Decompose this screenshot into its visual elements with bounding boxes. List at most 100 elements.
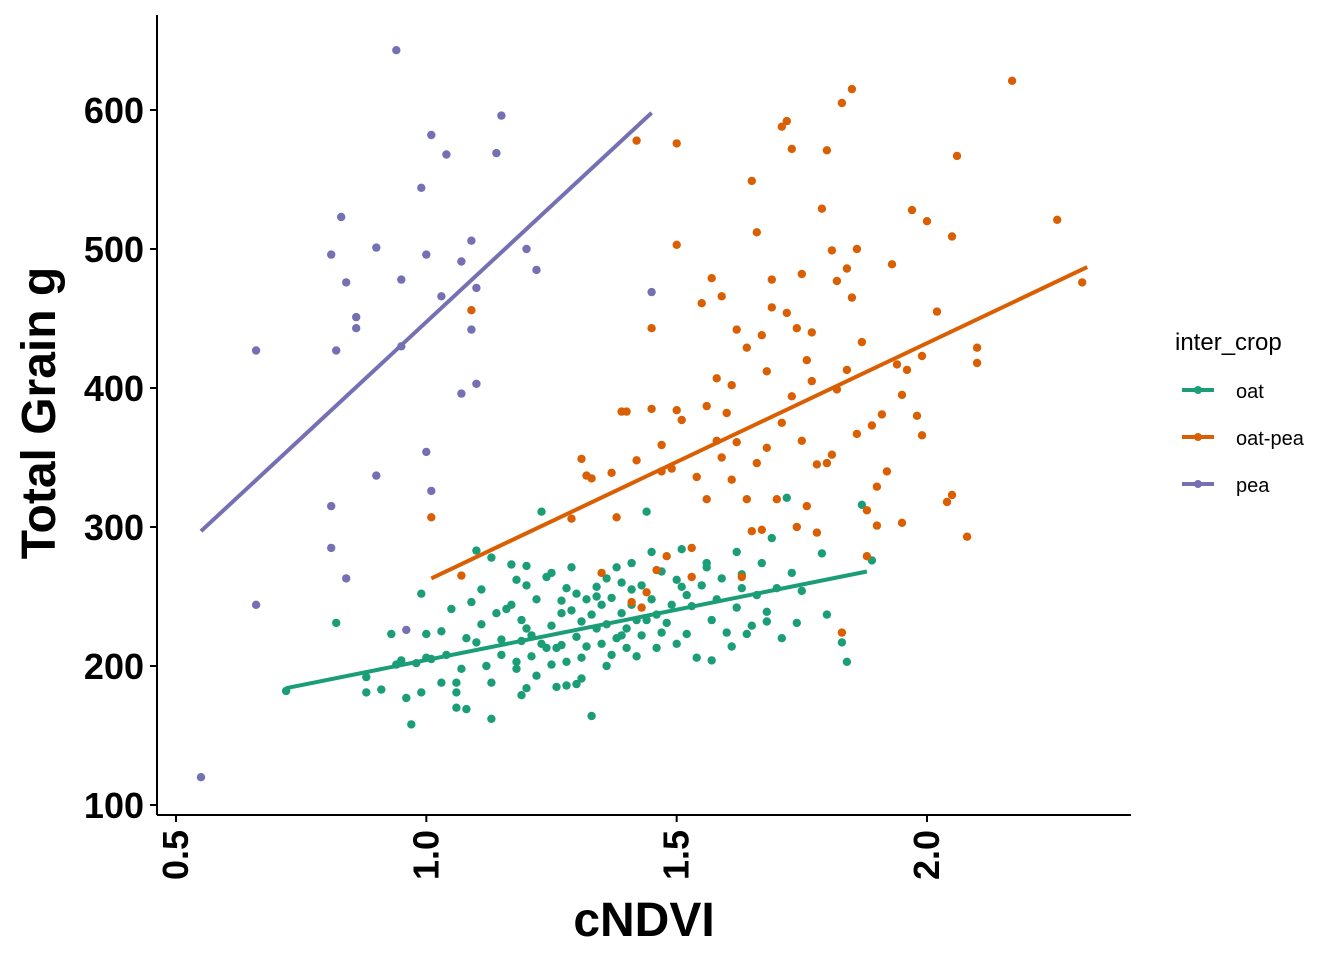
data-point-oat [697, 581, 706, 590]
data-point-oat [402, 693, 411, 703]
data-point-oat [787, 568, 796, 578]
data-point-oat-pea [717, 453, 726, 462]
data-point-oat [797, 586, 806, 596]
data-point-oat-pea [637, 603, 646, 612]
data-point-oat [602, 661, 611, 671]
data-point-oat [472, 638, 481, 647]
x-axis-ticks: 0.5 1.0 1.5 2.0 [155, 815, 947, 880]
data-point-pea [402, 625, 411, 635]
data-point-oat [387, 629, 396, 639]
data-point-oat-pea [752, 228, 761, 237]
data-point-oat [537, 507, 546, 516]
data-point-oat-pea [767, 275, 776, 284]
data-point-oat [447, 604, 456, 614]
data-point-oat [557, 596, 566, 605]
data-point-oat [562, 657, 571, 666]
y-tick-label: 500 [84, 229, 144, 270]
data-point-oat-pea [907, 205, 917, 215]
data-point-pea [397, 275, 406, 284]
data-point-oat [497, 635, 506, 644]
data-point-oat-pea [722, 408, 731, 418]
data-point-oat [622, 643, 631, 653]
data-point-oat-pea [652, 565, 661, 575]
legend-label-oat-pea: oat-pea [1236, 428, 1305, 450]
data-point-oat-pea [1053, 215, 1062, 224]
data-point-pea [472, 379, 481, 388]
data-point-oat [517, 691, 526, 700]
legend-title: inter_crop [1175, 329, 1282, 356]
data-point-oat-pea [892, 360, 902, 369]
data-point-oat-pea [872, 482, 882, 491]
data-point-pea [352, 324, 361, 333]
data-point-oat-pea [632, 136, 641, 145]
data-point-oat [612, 563, 621, 572]
data-point-oat [792, 618, 801, 628]
data-point-oat [437, 627, 446, 636]
data-point-oat [572, 589, 581, 598]
data-point-oat-pea [802, 501, 811, 511]
data-point-oat [857, 500, 867, 509]
data-point-oat [667, 600, 676, 609]
data-point-oat [497, 650, 506, 660]
data-point-pea [327, 501, 336, 511]
data-point-oat [682, 629, 691, 639]
data-point-oat [692, 653, 701, 662]
data-point-oat-pea [647, 324, 656, 333]
x-axis-title: cNDVI [573, 894, 714, 947]
data-point-oat-pea [857, 337, 867, 347]
data-point-oat-pea [797, 269, 806, 279]
data-point-oat-pea [657, 440, 666, 450]
data-point-oat [362, 672, 371, 682]
data-point-oat [547, 568, 556, 578]
data-point-oat-pea [817, 204, 827, 213]
data-point-oat [517, 615, 526, 625]
data-point-oat-pea [747, 176, 756, 186]
data-point-pea [372, 471, 381, 480]
data-point-oat [577, 617, 586, 626]
data-point-oat [617, 609, 626, 618]
data-point-oat-pea [807, 376, 816, 386]
data-point-pea [472, 283, 481, 293]
x-tick-label: 2.0 [906, 830, 947, 880]
data-point-oat-pea [862, 506, 872, 515]
data-point-oat [552, 682, 561, 692]
data-point-pea [337, 212, 346, 222]
data-point-oat [682, 590, 691, 600]
data-point-oat-pea [777, 122, 786, 131]
data-point-oat-pea [922, 217, 932, 226]
data-point-oat-pea [567, 514, 576, 523]
data-point-oat-pea [457, 571, 466, 580]
legend-key-point-pea [1194, 480, 1202, 488]
data-point-oat-pea [972, 343, 982, 352]
data-point-oat [487, 553, 496, 562]
data-point-oat-pea [917, 351, 927, 361]
data-point-oat-pea [862, 552, 872, 561]
data-point-oat-pea [877, 410, 887, 419]
data-point-oat [532, 595, 541, 604]
data-point-oat [592, 582, 601, 591]
data-point-oat-pea [757, 525, 766, 534]
data-point-pea [492, 148, 501, 158]
data-point-oat [632, 652, 641, 661]
data-point-pea [372, 243, 381, 252]
data-point-oat [592, 592, 601, 601]
data-point-oat [542, 643, 551, 653]
data-point-oat-pea [832, 276, 842, 286]
data-point-oat-pea [822, 458, 832, 468]
data-point-oat [572, 679, 581, 689]
data-point-oat-pea [732, 438, 741, 447]
data-point-oat [522, 581, 531, 590]
data-point-oat [727, 642, 736, 651]
data-point-pea [417, 183, 426, 192]
data-point-oat-pea [947, 232, 957, 241]
data-point-oat [557, 609, 566, 618]
data-point-oat [602, 574, 611, 583]
data-point-oat [732, 547, 741, 557]
data-point-oat-pea [672, 406, 681, 415]
data-point-oat [567, 563, 576, 572]
data-point-oat-pea [707, 274, 716, 283]
data-point-oat [332, 618, 341, 628]
data-point-oat [777, 634, 786, 643]
data-point-oat-pea [677, 415, 686, 425]
